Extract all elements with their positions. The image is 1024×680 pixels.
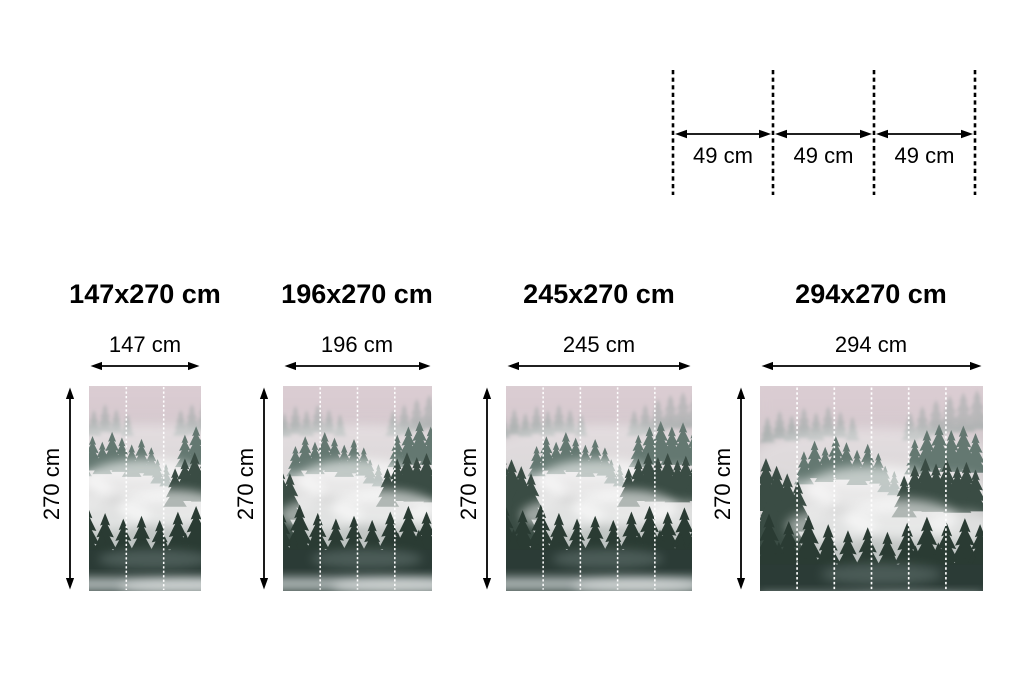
height-dimension-arrow bbox=[259, 387, 269, 590]
wallpaper-preview bbox=[89, 386, 201, 591]
wallpaper-preview bbox=[506, 386, 692, 591]
panel-width-arrow bbox=[775, 129, 872, 139]
height-dimension-label: 270 cm bbox=[39, 447, 64, 521]
height-dimension-label: 270 cm bbox=[233, 447, 258, 521]
wallpaper-preview bbox=[283, 386, 432, 591]
panel-width-label: 49 cm bbox=[693, 143, 753, 168]
width-dimension-arrow bbox=[507, 361, 691, 371]
panel-width-arrow bbox=[675, 129, 771, 139]
width-dimension-label: 294 cm bbox=[834, 332, 908, 357]
width-dimension-arrow bbox=[761, 361, 982, 371]
height-dimension-label: 270 cm bbox=[710, 447, 735, 521]
width-dimension-label: 147 cm bbox=[108, 332, 182, 357]
wallpaper-preview bbox=[760, 386, 983, 591]
width-dimension-label: 245 cm bbox=[562, 332, 636, 357]
height-dimension-label: 270 cm bbox=[456, 447, 481, 521]
panel-width-label: 49 cm bbox=[895, 143, 955, 168]
panel-width-arrow bbox=[876, 129, 973, 139]
panel-width-label: 49 cm bbox=[794, 143, 854, 168]
forest-photo bbox=[283, 386, 432, 591]
size-title: 196x270 cm bbox=[281, 279, 433, 309]
panel-width-diagram: 49 cm 49 cm 49 cm bbox=[671, 70, 977, 195]
width-dimension-arrow bbox=[284, 361, 431, 371]
size-title: 147x270 cm bbox=[69, 279, 221, 309]
height-dimension-arrow bbox=[65, 387, 75, 590]
forest-photo bbox=[506, 386, 692, 591]
width-dimension-label: 196 cm bbox=[320, 332, 394, 357]
height-dimension-arrow bbox=[482, 387, 492, 590]
size-title: 245x270 cm bbox=[523, 279, 675, 309]
forest-photo bbox=[89, 386, 201, 591]
width-dimension-arrow bbox=[90, 361, 200, 371]
size-title: 294x270 cm bbox=[795, 279, 947, 309]
height-dimension-arrow bbox=[736, 387, 746, 590]
